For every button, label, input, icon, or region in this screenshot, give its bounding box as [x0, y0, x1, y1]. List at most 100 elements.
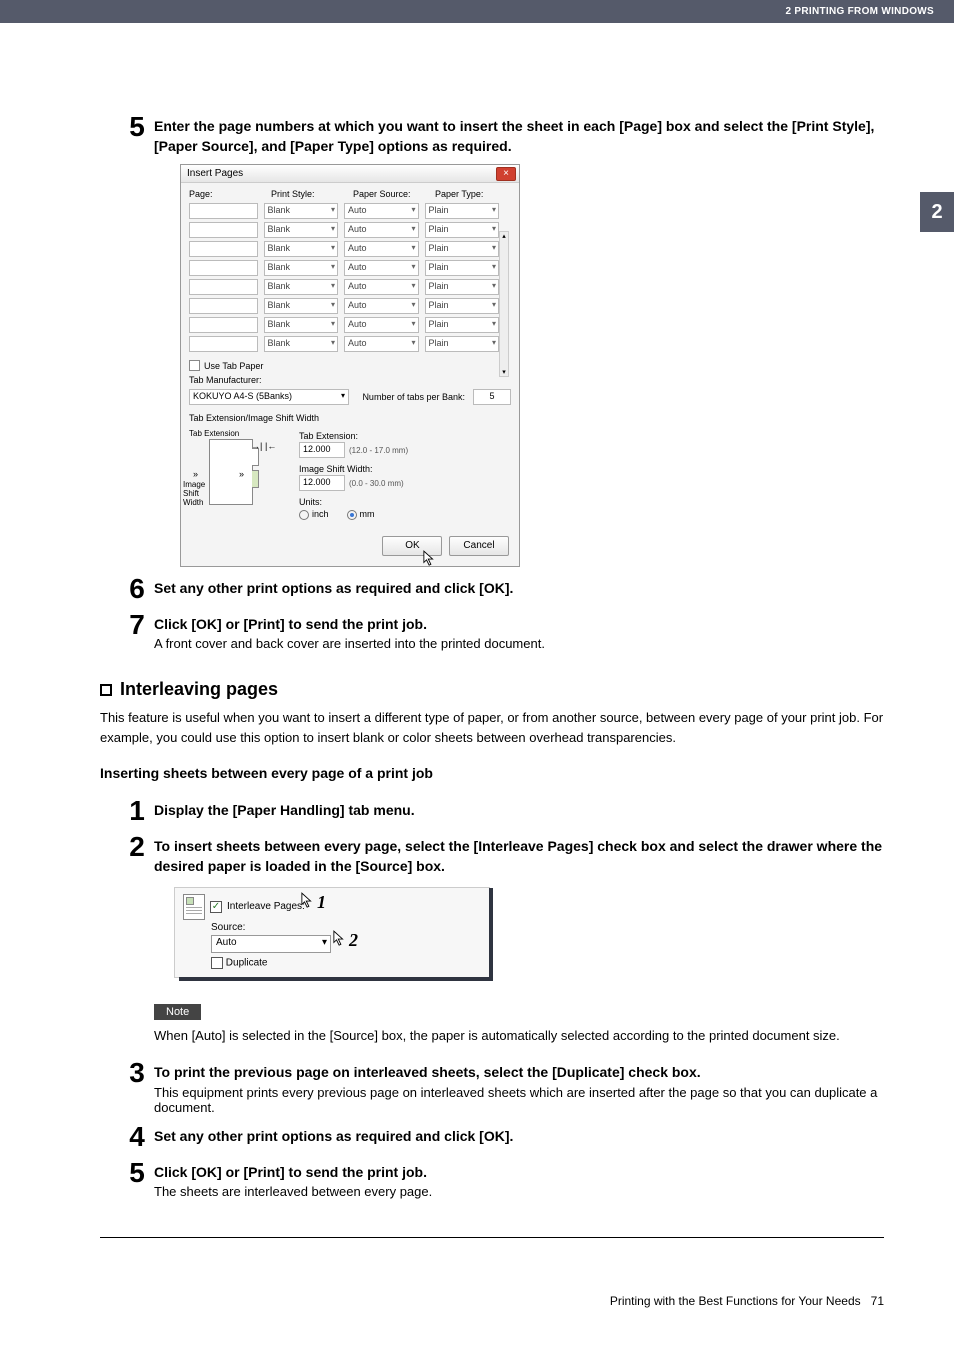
print-style-select[interactable]: Blank	[264, 203, 339, 219]
paper-type-select[interactable]: Plain	[425, 260, 500, 276]
paper-type-select[interactable]: Plain	[425, 222, 500, 238]
paper-type-select[interactable]: Plain	[425, 279, 500, 295]
print-style-select[interactable]: Blank	[264, 317, 339, 333]
source-label: Source:	[211, 922, 481, 933]
ok-button[interactable]: OK	[382, 536, 442, 556]
tabs-per-bank-label: Number of tabs per Bank:	[362, 392, 465, 402]
step-title: Display the [Paper Handling] tab menu.	[154, 801, 884, 821]
chapter-side-tab: 2	[920, 192, 954, 232]
cancel-button[interactable]: Cancel	[449, 536, 509, 556]
paper-source-select[interactable]: Auto	[344, 241, 419, 257]
page-input[interactable]	[189, 279, 258, 295]
print-style-select[interactable]: Blank	[264, 222, 339, 238]
section-title: Interleaving pages	[120, 679, 278, 700]
source-select[interactable]: Auto	[211, 935, 331, 953]
insert-page-row: Blank Auto Plain	[189, 336, 499, 352]
step-number: 4	[120, 1123, 154, 1151]
step-title: Click [OK] or [Print] to send the print …	[154, 615, 884, 635]
page-input[interactable]	[189, 241, 258, 257]
insert-page-row: Blank Auto Plain	[189, 222, 499, 238]
step-number: 3	[120, 1059, 154, 1087]
print-style-select[interactable]: Blank	[264, 241, 339, 257]
tab-extension-range: (12.0 - 17.0 mm)	[349, 446, 408, 455]
duplicate-checkbox[interactable]: ✓	[211, 957, 223, 969]
paper-source-select[interactable]: Auto	[344, 317, 419, 333]
step-number: 5	[120, 1159, 154, 1187]
diagram-label-ext: Tab Extension	[189, 429, 239, 438]
insert-page-row: Blank Auto Plain	[189, 317, 499, 333]
step-title: To insert sheets between every page, sel…	[154, 837, 884, 876]
step-number: 2	[120, 833, 154, 861]
print-style-select[interactable]: Blank	[264, 279, 339, 295]
insert-page-row: Blank Auto Plain	[189, 241, 499, 257]
diagram-label-shift: Image Shift Width	[183, 481, 213, 507]
step-title: Set any other print options as required …	[154, 1127, 884, 1147]
dialog-title-text: Insert Pages	[187, 168, 243, 179]
page-icon	[183, 894, 205, 920]
chapter-header: 2 PRINTING FROM WINDOWS	[0, 0, 954, 23]
page-input[interactable]	[189, 298, 258, 314]
scrollbar[interactable]	[499, 231, 509, 377]
paper-type-select[interactable]: Plain	[425, 317, 500, 333]
image-shift-input[interactable]: 12.000	[299, 475, 345, 491]
insert-page-row: Blank Auto Plain	[189, 298, 499, 314]
note-text: When [Auto] is selected in the [Source] …	[154, 1026, 884, 1046]
image-shift-range: (0.0 - 30.0 mm)	[349, 479, 404, 488]
callout-number: 1	[317, 892, 326, 913]
step-number: 6	[120, 575, 154, 603]
paper-source-select[interactable]: Auto	[344, 203, 419, 219]
print-style-select[interactable]: Blank	[264, 298, 339, 314]
step-subtext: A front cover and back cover are inserte…	[154, 636, 884, 651]
section-body-text: This feature is useful when you want to …	[100, 708, 884, 747]
paper-source-select[interactable]: Auto	[344, 222, 419, 238]
insert-pages-dialog: Insert Pages × Page: Print Style: Paper …	[180, 164, 520, 567]
unit-mm-option[interactable]: mm	[347, 509, 375, 520]
step-title: To print the previous page on interleave…	[154, 1063, 884, 1083]
page-input[interactable]	[189, 260, 258, 276]
tab-manufacturer-select[interactable]: KOKUYO A4-S (5Banks)	[189, 389, 349, 405]
paper-type-select[interactable]: Plain	[425, 336, 500, 352]
duplicate-label: Duplicate	[226, 957, 268, 968]
interleave-checkbox[interactable]: ✓	[210, 901, 222, 913]
paper-type-select[interactable]: Plain	[425, 203, 500, 219]
insert-page-row: Blank Auto Plain	[189, 203, 499, 219]
tab-extension-label: Tab Extension:	[299, 431, 408, 441]
paper-source-select[interactable]: Auto	[344, 336, 419, 352]
col-print-style: Print Style:	[271, 189, 347, 199]
dialog-close-button[interactable]: ×	[496, 167, 516, 181]
page-input[interactable]	[189, 317, 258, 333]
step-subtext: The sheets are interleaved between every…	[154, 1184, 884, 1199]
tabs-per-bank-input[interactable]: 5	[473, 389, 511, 405]
diagram-tab-2	[252, 470, 259, 488]
step-subtext: This equipment prints every previous pag…	[154, 1085, 884, 1115]
step-number: 1	[120, 797, 154, 825]
page-input[interactable]	[189, 203, 258, 219]
paper-source-select[interactable]: Auto	[344, 279, 419, 295]
subsection-title: Inserting sheets between every page of a…	[100, 765, 884, 781]
image-shift-label: Image Shift Width:	[299, 464, 408, 474]
tab-extension-input[interactable]: 12.000	[299, 442, 345, 458]
callout-number: 2	[349, 930, 358, 951]
page-input[interactable]	[189, 222, 258, 238]
interleave-label: Interleave Pages:	[227, 901, 305, 912]
step-title: Click [OK] or [Print] to send the print …	[154, 1163, 884, 1183]
col-paper-source: Paper Source:	[353, 189, 429, 199]
paper-source-select[interactable]: Auto	[344, 260, 419, 276]
tab-manufacturer-label: Tab Manufacturer:	[189, 375, 511, 385]
print-style-select[interactable]: Blank	[264, 336, 339, 352]
paper-source-select[interactable]: Auto	[344, 298, 419, 314]
units-label: Units:	[299, 497, 408, 507]
unit-inch-option[interactable]: inch	[299, 509, 329, 520]
paper-type-select[interactable]: Plain	[425, 298, 500, 314]
note-tag: Note	[154, 1004, 201, 1020]
step-title: Enter the page numbers at which you want…	[154, 117, 884, 156]
interleave-panel: ✓ Interleave Pages: Source: Auto ✓ Dupli…	[174, 887, 490, 978]
page-input[interactable]	[189, 336, 258, 352]
print-style-select[interactable]: Blank	[264, 260, 339, 276]
use-tab-paper-checkbox[interactable]	[189, 360, 200, 371]
paper-type-select[interactable]: Plain	[425, 241, 500, 257]
dialog-title-bar: Insert Pages ×	[181, 165, 519, 183]
insert-page-row: Blank Auto Plain	[189, 260, 499, 276]
insert-page-row: Blank Auto Plain	[189, 279, 499, 295]
tab-ext-section-title: Tab Extension/Image Shift Width	[189, 413, 511, 423]
